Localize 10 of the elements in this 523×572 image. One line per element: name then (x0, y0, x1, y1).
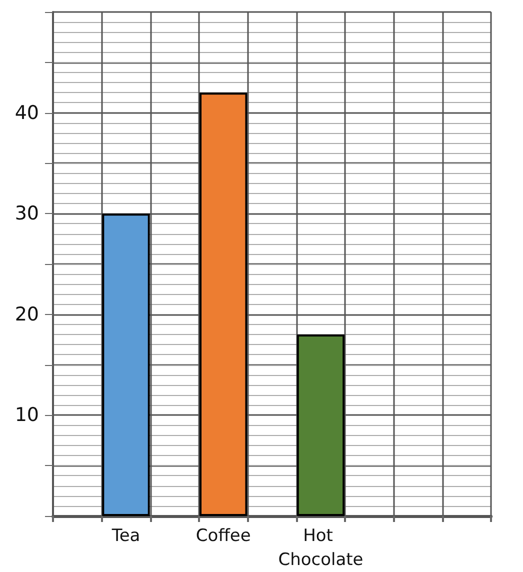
x-tick-label: Hot Chocolate (278, 526, 364, 570)
x-tick-label: Coffee (196, 526, 251, 546)
y-tick-label: 40 (14, 102, 39, 124)
x-tick-label: Tea (110, 526, 140, 546)
bar (296, 334, 345, 516)
bar (102, 214, 150, 516)
y-tick-label: 20 (14, 303, 39, 326)
y-tick-label: 10 (14, 404, 39, 426)
bar (200, 92, 248, 516)
y-tick-label: 30 (14, 202, 39, 225)
